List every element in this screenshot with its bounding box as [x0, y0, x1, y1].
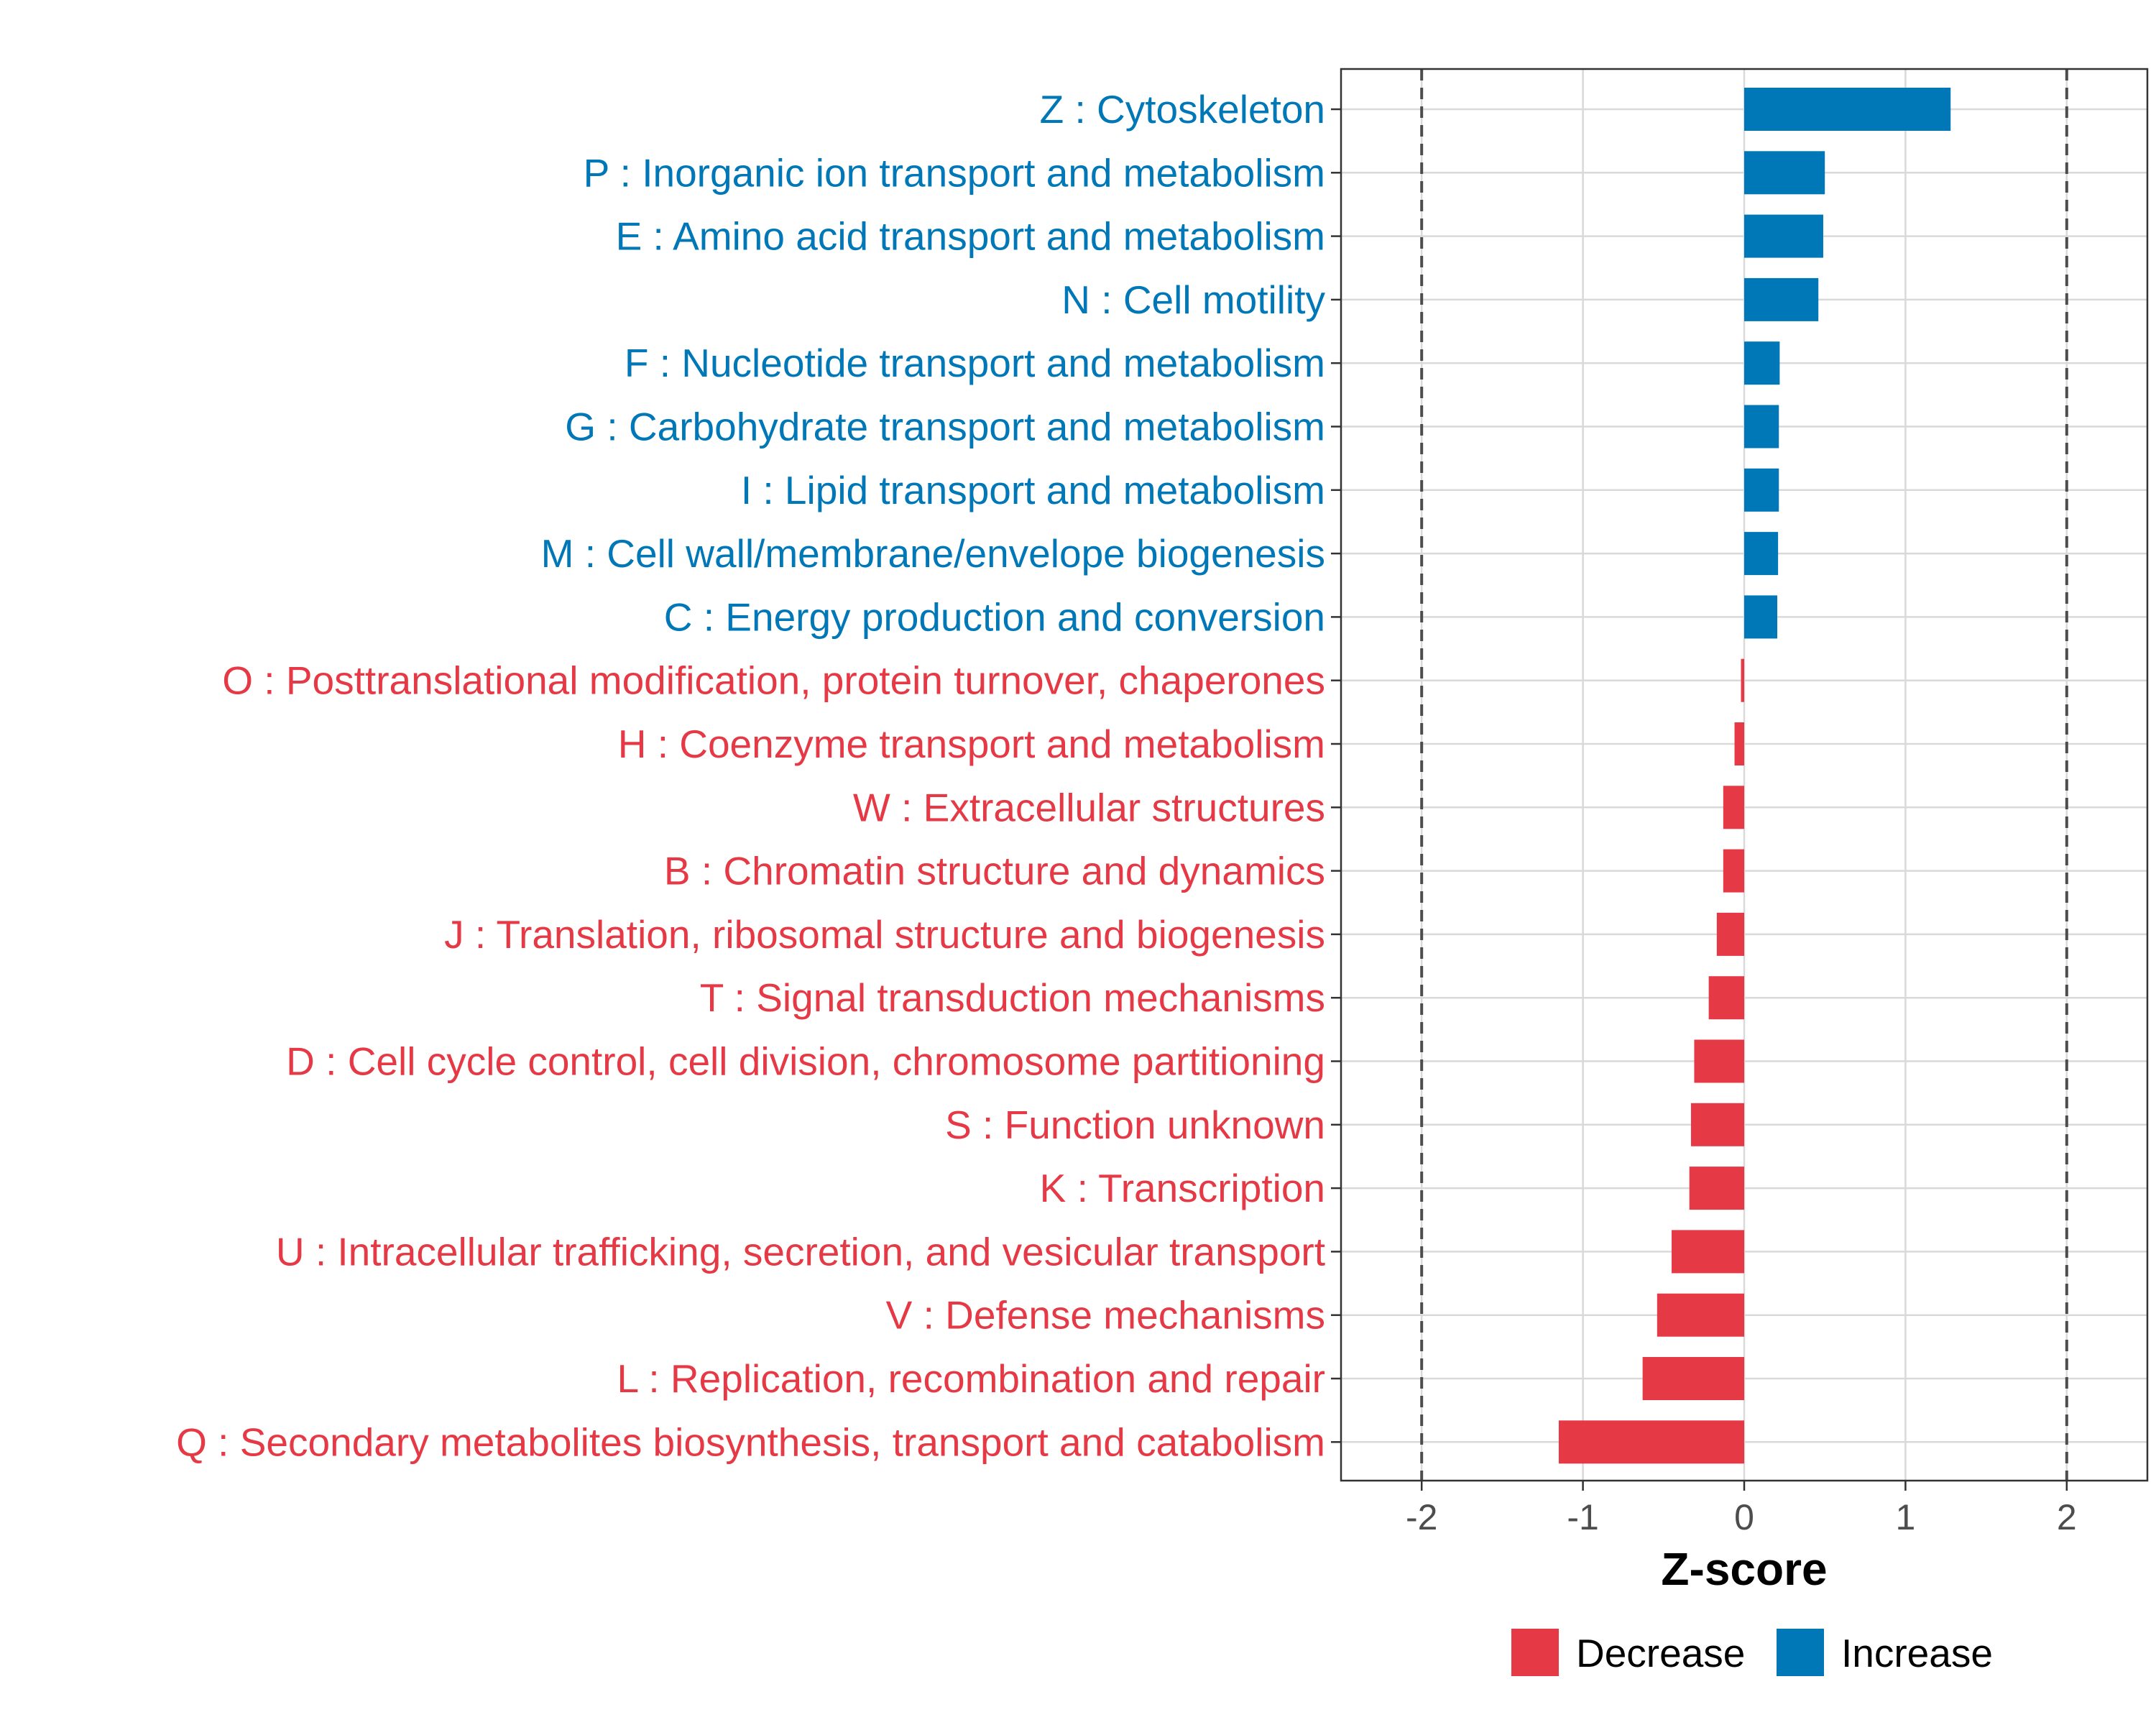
y-ticks	[1331, 108, 1341, 1443]
bar	[1694, 1039, 1744, 1083]
category-label: S : Function unknown	[945, 1103, 1325, 1147]
category-label: W : Extracellular structures	[853, 785, 1325, 829]
category-label: P : Inorganic ion transport and metaboli…	[584, 150, 1325, 195]
x-tick-label: -1	[1567, 1497, 1598, 1537]
bar	[1642, 1357, 1744, 1400]
bar	[1744, 277, 1819, 321]
bar	[1744, 532, 1779, 576]
bar	[1689, 1167, 1744, 1210]
category-label: O : Posttranslational modification, prot…	[222, 658, 1325, 703]
category-label: U : Intracellular trafficking, secretion…	[276, 1229, 1325, 1274]
bar	[1716, 912, 1744, 956]
category-label: V : Defense mechanisms	[886, 1293, 1325, 1338]
bar	[1744, 405, 1779, 448]
x-axis-title: Z-score	[1661, 1543, 1827, 1595]
legend-swatch-increase	[1777, 1629, 1824, 1676]
legend: Decrease Increase	[1511, 1629, 1993, 1676]
category-label: L : Replication, recombination and repai…	[617, 1356, 1325, 1401]
bar	[1723, 786, 1744, 829]
category-label: G : Carbohydrate transport and metabolis…	[565, 405, 1325, 449]
x-tick-label: 1	[1895, 1497, 1915, 1537]
category-label: H : Coenzyme transport and metabolism	[618, 722, 1325, 766]
x-tick-label: 2	[2057, 1497, 2077, 1537]
bar	[1690, 1103, 1744, 1146]
category-label: Q : Secondary metabolites biosynthesis, …	[176, 1420, 1325, 1464]
category-label: B : Chromatin structure and dynamics	[664, 849, 1325, 893]
x-tick-label: 0	[1734, 1497, 1754, 1537]
bar	[1744, 214, 1823, 258]
category-labels: Z : Cytoskeleton P : Inorganic ion transp…	[176, 87, 1325, 1464]
category-label: Z : Cytoskeleton	[1040, 87, 1325, 132]
bar	[1723, 849, 1744, 893]
bar	[1741, 658, 1744, 702]
bars	[1558, 88, 1951, 1464]
category-label: D : Cell cycle control, cell division, c…	[286, 1039, 1325, 1084]
category-label: N : Cell motility	[1061, 277, 1325, 322]
bar	[1744, 151, 1825, 195]
legend-label-decrease: Decrease	[1576, 1631, 1745, 1675]
bar	[1744, 595, 1778, 639]
x-ticks: -2 -1 0 1 2	[1406, 1481, 2077, 1537]
bar	[1657, 1293, 1744, 1337]
category-label: M : Cell wall/membrane/envelope biogenes…	[541, 531, 1325, 576]
category-label: J : Translation, ribosomal structure and…	[444, 912, 1325, 957]
legend-label-increase: Increase	[1841, 1631, 1993, 1675]
category-label: T : Signal transduction mechanisms	[700, 975, 1325, 1020]
category-label: E : Amino acid transport and metabolism	[616, 214, 1325, 259]
bar	[1744, 341, 1780, 385]
bar	[1734, 722, 1744, 765]
category-label: C : Energy production and conversion	[664, 594, 1325, 639]
x-tick-label: -2	[1406, 1497, 1437, 1537]
reference-lines	[1420, 69, 2068, 1481]
category-label: K : Transcription	[1040, 1166, 1325, 1210]
category-label: I : Lipid transport and metabolism	[741, 468, 1325, 512]
legend-swatch-decrease	[1511, 1629, 1559, 1676]
category-label: F : Nucleotide transport and metabolism	[625, 341, 1325, 385]
bar	[1744, 88, 1951, 131]
bar	[1558, 1420, 1744, 1464]
bar	[1744, 468, 1779, 512]
bar	[1672, 1230, 1744, 1274]
bar	[1708, 976, 1744, 1020]
